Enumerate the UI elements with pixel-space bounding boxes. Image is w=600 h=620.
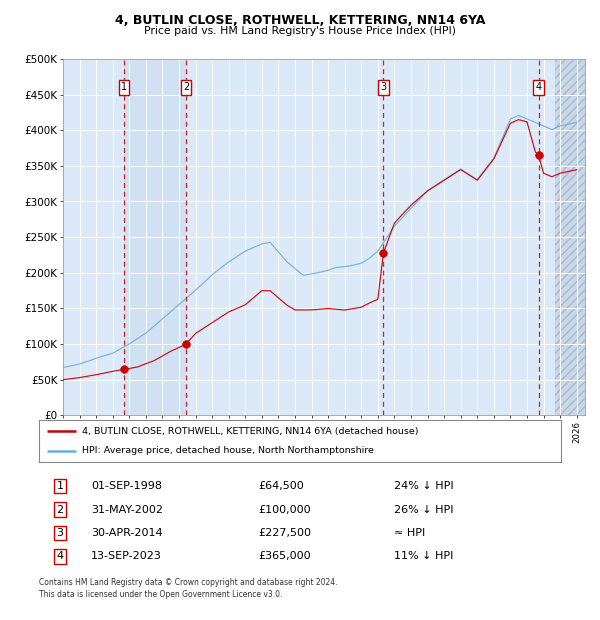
Text: 1: 1 — [56, 481, 64, 491]
Text: 2: 2 — [183, 82, 189, 92]
Text: 3: 3 — [380, 82, 386, 92]
Text: 4, BUTLIN CLOSE, ROTHWELL, KETTERING, NN14 6YA: 4, BUTLIN CLOSE, ROTHWELL, KETTERING, NN… — [115, 14, 485, 27]
Text: £64,500: £64,500 — [258, 481, 304, 491]
Text: 3: 3 — [56, 528, 64, 538]
Text: 01-SEP-1998: 01-SEP-1998 — [91, 481, 162, 491]
Text: 30-APR-2014: 30-APR-2014 — [91, 528, 163, 538]
Text: ≈ HPI: ≈ HPI — [394, 528, 425, 538]
Bar — [124, 59, 186, 415]
Bar — [554, 59, 600, 415]
Text: 11% ↓ HPI: 11% ↓ HPI — [394, 551, 454, 562]
Bar — [554, 59, 600, 415]
Text: 26% ↓ HPI: 26% ↓ HPI — [394, 505, 454, 515]
Text: Price paid vs. HM Land Registry's House Price Index (HPI): Price paid vs. HM Land Registry's House … — [144, 26, 456, 36]
Text: 2: 2 — [56, 505, 64, 515]
Text: 4: 4 — [56, 551, 64, 562]
Text: 4, BUTLIN CLOSE, ROTHWELL, KETTERING, NN14 6YA (detached house): 4, BUTLIN CLOSE, ROTHWELL, KETTERING, NN… — [82, 427, 418, 436]
Text: 31-MAY-2002: 31-MAY-2002 — [91, 505, 163, 515]
Text: £365,000: £365,000 — [258, 551, 311, 562]
Text: Contains HM Land Registry data © Crown copyright and database right 2024.
This d: Contains HM Land Registry data © Crown c… — [39, 578, 337, 599]
Text: 13-SEP-2023: 13-SEP-2023 — [91, 551, 162, 562]
Text: 4: 4 — [536, 82, 542, 92]
Text: HPI: Average price, detached house, North Northamptonshire: HPI: Average price, detached house, Nort… — [82, 446, 374, 455]
Text: £227,500: £227,500 — [258, 528, 311, 538]
Text: 1: 1 — [121, 82, 127, 92]
Text: £100,000: £100,000 — [258, 505, 311, 515]
Text: 24% ↓ HPI: 24% ↓ HPI — [394, 481, 454, 491]
